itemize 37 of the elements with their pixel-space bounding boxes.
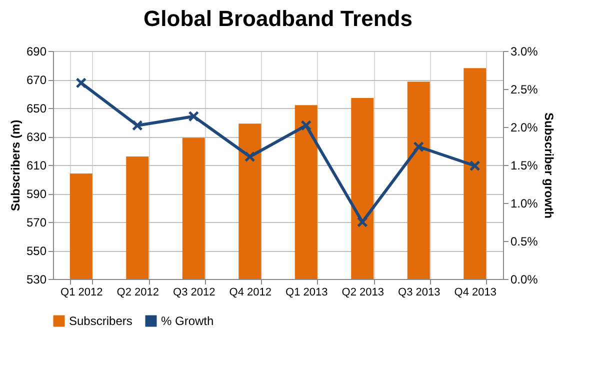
y-tick-label: 590 [26, 187, 47, 201]
point [469, 160, 480, 172]
y2-tick-label: 1.0% [510, 196, 538, 210]
y-tick-label: 610 [26, 158, 47, 172]
y2-tick-label: 3.0% [510, 44, 538, 58]
x-tick-label: Q2 2013 [342, 286, 384, 298]
point [132, 120, 143, 131]
y-tick-label: 650 [26, 102, 47, 116]
x-tick-label: Q4 2012 [229, 286, 272, 298]
x-tick-label: Q1 2012 [60, 286, 103, 298]
x-tick-label: Q3 2013 [398, 286, 440, 298]
legend-label: % Growth [161, 314, 214, 328]
y2-tick-label: 0.5% [510, 234, 538, 248]
x-tick-label: Q2 2012 [116, 286, 159, 298]
y2-axis-title: Subscriber growth [542, 112, 556, 219]
x-tick-label: Q1 2013 [286, 286, 328, 298]
y-tick-label: 630 [26, 130, 47, 144]
point [188, 110, 200, 122]
chart-title: Global Broadband Trends [144, 6, 412, 31]
legend-label: Subscribers [69, 314, 132, 328]
y-tick-label: 530 [26, 272, 47, 286]
y2-tick-label: 2.0% [510, 120, 538, 134]
y2-tick-label: 0.0% [510, 272, 538, 286]
point [76, 77, 87, 88]
point [244, 151, 256, 162]
y-tick-label: 670 [26, 73, 47, 87]
y2-tick-label: 2.5% [510, 82, 538, 96]
point [300, 120, 312, 131]
point [413, 141, 424, 152]
x-tick-label: Q3 2012 [173, 286, 216, 298]
y-tick-label: 570 [26, 216, 47, 230]
y-tick-label: 550 [26, 244, 47, 258]
y-tick-label: 690 [26, 44, 47, 58]
x-tick-label: Q4 2013 [454, 286, 496, 298]
y2-tick-label: 1.5% [510, 158, 538, 172]
y-axis-title: Subscribers (m) [8, 120, 22, 212]
point [356, 216, 368, 228]
